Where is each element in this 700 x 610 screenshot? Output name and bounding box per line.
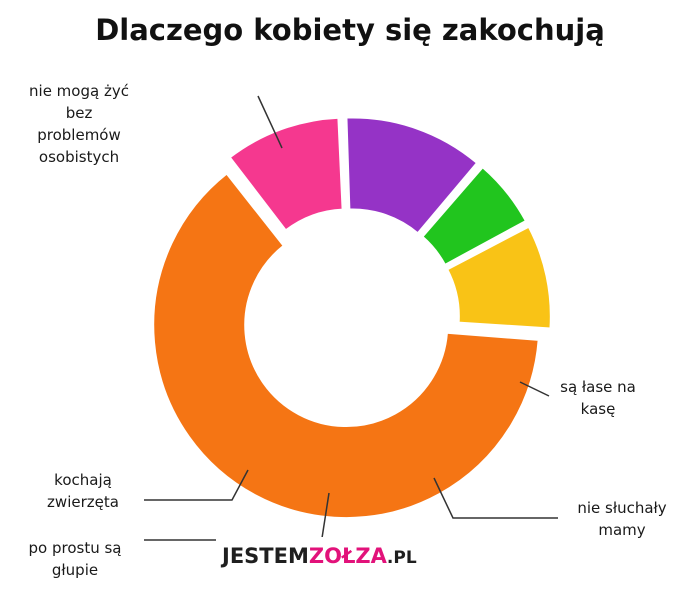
slice-label-line: osobistych [39,148,119,166]
slice-label-line: kasę [581,400,616,418]
chart-title: Dlaczego kobiety się zakochują [95,13,605,47]
leader-line-5 [144,469,249,501]
watermark-accent: ZOŁZA [309,544,388,568]
slice-4 [421,165,528,267]
slice-label-line: problemów [37,126,121,144]
slice-labels: nie mogą żyć bez problemów osobistych są łas… [29,82,667,579]
donut-slices [152,116,552,520]
watermark-prefix: JESTEM [220,544,309,568]
leader-line-1 [257,95,283,149]
watermark-suffix: .PL [387,548,417,568]
slice-label-4: po prostu są głupie [29,539,122,579]
slice-label-line: głupie [52,561,98,579]
slice-2 [228,116,344,232]
slice-5 [445,225,552,330]
slice-label-line: mamy [598,521,645,539]
slice-label-5: kochają zwierzęta [47,471,119,511]
slice-1 [152,172,540,520]
leader-lines [144,95,558,541]
leader-line-2 [519,381,550,397]
slice-label-line: są łase na [560,378,636,396]
watermark-text: JESTEMZOŁZA.PL [220,544,417,568]
slice-label-1: nie mogą żyć bez problemów osobistych [29,82,129,166]
slice-label-2: są łase na kasę [560,378,636,418]
slice-label-line: kochają [54,471,112,489]
watermark-backdrop [216,537,462,573]
leader-line-3 [433,477,558,519]
slice-label-line: zwierzęta [47,493,119,511]
slice-label-3: nie słuchały mamy [577,499,666,539]
site-watermark: JESTEMZOŁZA.PL [216,537,462,573]
leader-line-4 [321,492,330,539]
slice-label-line: nie mogą żyć [29,82,129,100]
slice-label-line: bez [66,104,93,122]
slice-label-line: po prostu są [29,539,122,557]
slice-3 [345,116,479,235]
slice-label-line: nie słuchały [577,499,666,517]
